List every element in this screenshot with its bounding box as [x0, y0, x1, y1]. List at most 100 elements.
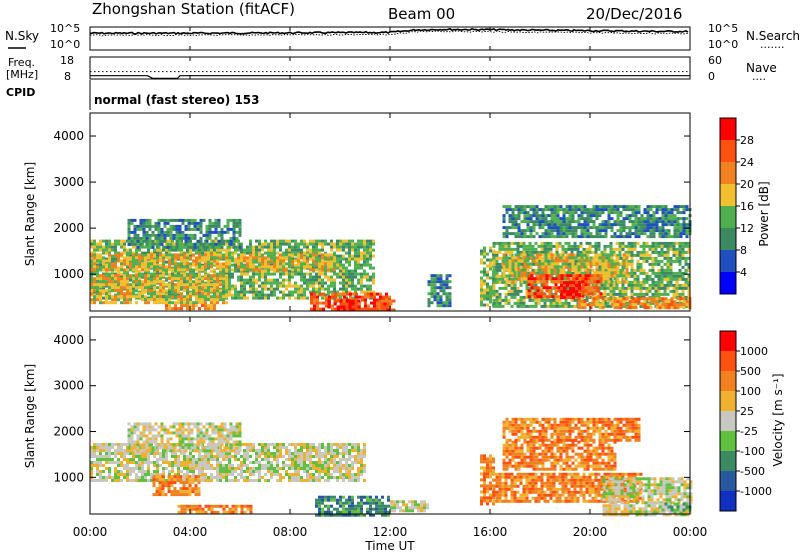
range-gate-cell — [123, 246, 126, 249]
range-gate-cell — [617, 235, 620, 238]
range-gate-cell — [655, 248, 658, 251]
range-gate-cell — [285, 279, 288, 282]
range-gate-cell — [153, 262, 156, 265]
range-gate-cell — [276, 288, 279, 291]
range-gate-cell — [230, 228, 233, 231]
range-gate-cell — [233, 243, 236, 246]
range-gate-cell — [331, 308, 334, 311]
range-gate-cell — [246, 259, 249, 262]
range-gate-cell — [611, 229, 614, 232]
range-gate-cell — [240, 256, 243, 259]
range-gate-cell — [524, 277, 527, 280]
range-gate-cell — [582, 280, 585, 283]
range-gate-cell — [635, 220, 638, 223]
range-gate-cell — [246, 268, 249, 271]
range-gate-cell — [213, 301, 216, 304]
range-gate-cell — [363, 285, 366, 288]
range-gate-cell — [167, 243, 170, 246]
range-gate-cell — [449, 274, 452, 277]
range-gate-cell — [219, 274, 222, 277]
range-gate-cell — [548, 262, 551, 265]
range-gate-cell — [602, 211, 605, 214]
range-gate-cell — [345, 279, 348, 282]
range-gate-cell — [637, 269, 640, 272]
range-gate-cell — [493, 251, 496, 254]
range-gate-cell — [236, 222, 239, 225]
range-gate-cell — [134, 228, 137, 231]
range-gate-cell — [132, 283, 135, 286]
range-gate-cell — [622, 284, 625, 287]
range-gate-cell — [560, 232, 563, 235]
range-gate-cell — [502, 299, 505, 302]
range-gate-cell — [342, 240, 345, 243]
range-gate-cell — [656, 306, 659, 309]
range-gate-cell — [276, 256, 279, 259]
range-gate-cell — [132, 292, 135, 295]
range-gate-cell — [111, 249, 114, 252]
range-gate-cell — [342, 282, 345, 285]
range-gate-cell — [653, 297, 656, 300]
range-gate-cell — [446, 277, 449, 280]
range-gate-cell — [364, 299, 367, 302]
range-gate-cell — [150, 262, 153, 265]
range-gate-cell — [557, 208, 560, 211]
range-gate-cell — [132, 256, 135, 259]
range-gate-cell — [520, 302, 523, 305]
range-gate-cell — [483, 262, 486, 265]
range-gate-cell — [162, 283, 165, 286]
range-gate-cell — [596, 268, 599, 271]
range-gate-cell — [339, 258, 342, 261]
range-gate-cell — [518, 223, 521, 226]
range-gate-cell — [524, 205, 527, 208]
range-gate-cell — [591, 274, 594, 277]
range-gate-cell — [258, 253, 261, 256]
range-gate-cell — [237, 249, 240, 252]
range-gate-cell — [576, 274, 579, 277]
range-gate-cell — [114, 243, 117, 246]
range-gate-cell — [310, 293, 313, 296]
range-gate-cell — [676, 251, 679, 254]
range-gate-cell — [620, 262, 623, 265]
range-gate-cell — [198, 280, 201, 283]
range-gate-cell — [547, 245, 550, 248]
range-gate-cell — [167, 219, 170, 222]
range-gate-cell — [134, 237, 137, 240]
range-gate-cell — [225, 259, 228, 262]
range-gate-cell — [608, 274, 611, 277]
range-gate-cell — [349, 306, 352, 309]
range-gate-cell — [431, 277, 434, 280]
range-gate-cell — [614, 274, 617, 277]
range-gate-cell — [168, 307, 171, 310]
range-gate-cell — [533, 259, 536, 262]
range-gate-cell — [96, 277, 99, 280]
range-gate-cell — [646, 293, 649, 296]
range-gate-cell — [515, 208, 518, 211]
range-gate-cell — [234, 291, 237, 294]
range-gate-cell — [168, 265, 171, 268]
range-gate-cell — [195, 262, 198, 265]
range-gate-cell — [227, 246, 230, 249]
range-gate-cell — [632, 214, 635, 217]
range-gate-cell — [212, 243, 215, 246]
range-gate-cell — [249, 265, 252, 268]
range-gate-cell — [192, 307, 195, 310]
range-gate-cell — [177, 289, 180, 292]
range-gate-cell — [171, 286, 174, 289]
range-gate-cell — [165, 304, 168, 307]
range-gate-cell — [351, 240, 354, 243]
range-gate-cell — [515, 256, 518, 259]
range-gate-cell — [117, 286, 120, 289]
range-gate-cell — [234, 252, 237, 255]
range-gate-cell — [180, 277, 183, 280]
range-gate-cell — [655, 287, 658, 290]
range-gate-cell — [486, 271, 489, 274]
range-gate-cell — [530, 256, 533, 259]
range-gate-cell — [632, 208, 635, 211]
range-gate-cell — [566, 217, 569, 220]
range-gate-cell — [493, 242, 496, 245]
range-gate-cell — [294, 285, 297, 288]
range-gate-cell — [313, 296, 316, 299]
range-gate-cell — [108, 268, 111, 271]
range-gate-cell — [165, 261, 168, 264]
range-gate-cell — [480, 259, 483, 262]
